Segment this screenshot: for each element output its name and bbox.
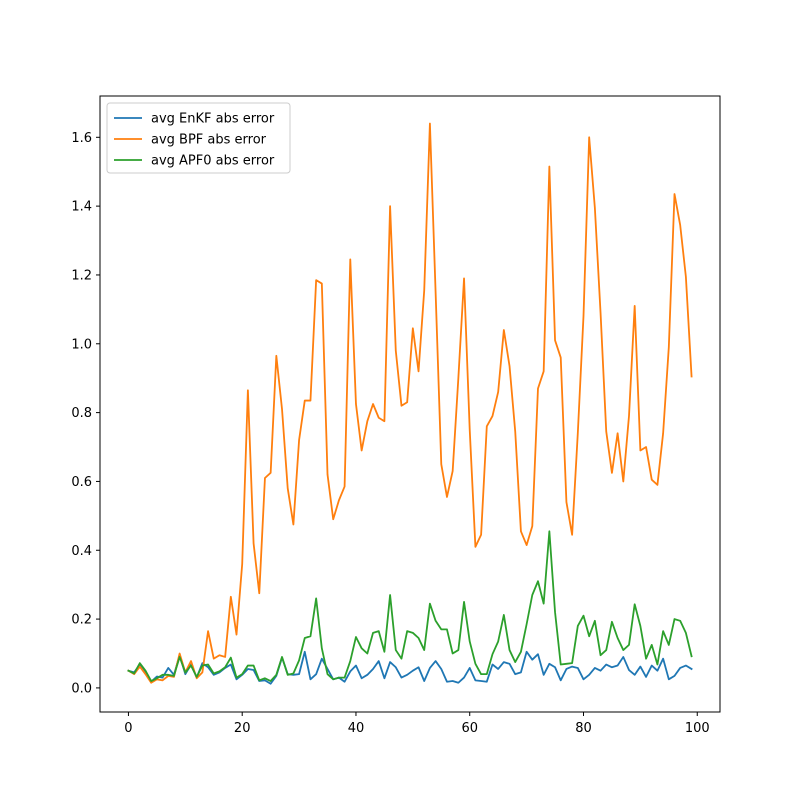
series-line-3 bbox=[127, 530, 693, 682]
legend-label-1: avg EnKF abs error bbox=[151, 112, 275, 127]
x-tick-label: 80 bbox=[575, 721, 592, 736]
y-tick-label: 1.2 bbox=[71, 268, 92, 283]
legend: avg EnKF abs error avg BPF abs error avg A… bbox=[106, 102, 291, 174]
legend-label-2: avg BPF abs error bbox=[151, 133, 267, 148]
y-tick-label: 1.6 bbox=[71, 131, 92, 146]
y-axis: 0.0 0.2 0.4 0.6 0.8 1.0 1.2 1.4 1.6 bbox=[71, 131, 100, 696]
y-tick-label: 0.6 bbox=[71, 475, 92, 490]
y-tick-label: 0.2 bbox=[71, 613, 92, 628]
axes-frame bbox=[99, 95, 721, 713]
x-tick-label: 100 bbox=[685, 721, 710, 736]
series-layer bbox=[127, 122, 693, 685]
y-tick-label: 1.0 bbox=[71, 337, 92, 352]
legend-label-3: avg APF0 abs error bbox=[151, 154, 275, 169]
x-tick-label: 60 bbox=[461, 721, 478, 736]
x-axis: 0 20 40 60 80 100 bbox=[124, 712, 710, 736]
x-tick-label: 40 bbox=[348, 721, 365, 736]
legend-box bbox=[106, 102, 291, 174]
x-tick-label: 0 bbox=[124, 721, 132, 736]
y-tick-label: 0.4 bbox=[71, 544, 92, 559]
y-tick-label: 0.8 bbox=[71, 406, 92, 421]
y-tick-label: 1.4 bbox=[71, 200, 92, 215]
y-tick-label: 0.0 bbox=[71, 681, 92, 696]
series-line-2 bbox=[127, 122, 693, 684]
x-tick-label: 20 bbox=[234, 721, 251, 736]
